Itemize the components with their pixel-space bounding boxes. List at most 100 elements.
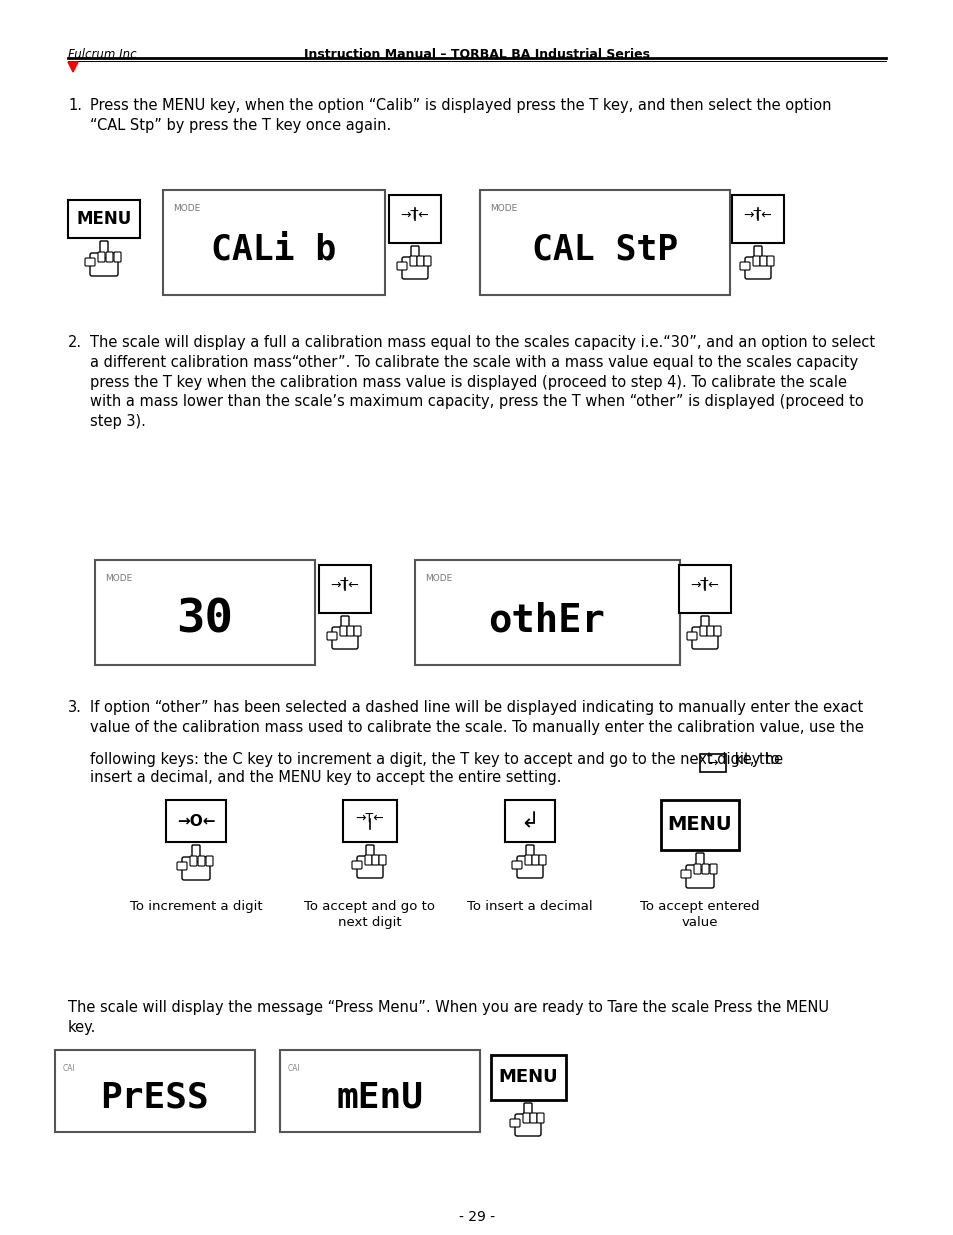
FancyBboxPatch shape bbox=[401, 257, 428, 279]
FancyBboxPatch shape bbox=[766, 256, 773, 266]
Text: →O←: →O← bbox=[176, 814, 215, 829]
FancyBboxPatch shape bbox=[410, 256, 416, 266]
FancyBboxPatch shape bbox=[192, 845, 200, 862]
FancyBboxPatch shape bbox=[98, 252, 105, 262]
Text: →T←: →T← bbox=[400, 209, 429, 222]
FancyBboxPatch shape bbox=[713, 626, 720, 636]
FancyBboxPatch shape bbox=[318, 564, 371, 613]
Text: 2.: 2. bbox=[68, 335, 82, 350]
Text: - 29 -: - 29 - bbox=[458, 1210, 495, 1224]
FancyBboxPatch shape bbox=[163, 190, 385, 295]
FancyBboxPatch shape bbox=[706, 626, 713, 636]
FancyBboxPatch shape bbox=[524, 855, 532, 864]
FancyBboxPatch shape bbox=[100, 241, 108, 258]
Text: →T←: →T← bbox=[742, 209, 772, 222]
Text: →T←: →T← bbox=[331, 579, 359, 592]
Text: To increment a digit: To increment a digit bbox=[130, 900, 262, 913]
Text: MENU: MENU bbox=[667, 815, 732, 835]
Text: To insert a decimal: To insert a decimal bbox=[467, 900, 592, 913]
FancyBboxPatch shape bbox=[182, 857, 210, 881]
FancyBboxPatch shape bbox=[744, 257, 770, 279]
FancyBboxPatch shape bbox=[339, 626, 347, 636]
FancyBboxPatch shape bbox=[517, 856, 542, 878]
FancyBboxPatch shape bbox=[198, 856, 205, 866]
Text: The scale will display the message “Press Menu”. When you are ready to Tare the : The scale will display the message “Pres… bbox=[68, 1000, 828, 1035]
FancyBboxPatch shape bbox=[365, 855, 372, 864]
Text: 1.: 1. bbox=[68, 98, 82, 112]
FancyBboxPatch shape bbox=[510, 1119, 519, 1128]
FancyBboxPatch shape bbox=[332, 627, 357, 650]
Text: If option “other” has been selected a dashed line will be displayed indicating t: If option “other” has been selected a da… bbox=[90, 700, 863, 735]
Polygon shape bbox=[68, 62, 78, 72]
FancyBboxPatch shape bbox=[740, 262, 749, 270]
FancyBboxPatch shape bbox=[356, 856, 382, 878]
Text: MODE: MODE bbox=[172, 204, 200, 212]
FancyBboxPatch shape bbox=[753, 246, 761, 262]
FancyBboxPatch shape bbox=[106, 252, 112, 262]
Text: Instruction Manual – TORBAL BA Industrial Series: Instruction Manual – TORBAL BA Industria… bbox=[304, 48, 649, 61]
FancyBboxPatch shape bbox=[752, 256, 760, 266]
Text: →T←: →T← bbox=[690, 579, 719, 592]
FancyBboxPatch shape bbox=[532, 855, 538, 864]
FancyBboxPatch shape bbox=[700, 755, 725, 772]
FancyBboxPatch shape bbox=[177, 862, 187, 869]
FancyBboxPatch shape bbox=[660, 800, 739, 850]
FancyBboxPatch shape bbox=[525, 845, 534, 861]
FancyBboxPatch shape bbox=[685, 864, 713, 888]
FancyBboxPatch shape bbox=[347, 626, 354, 636]
FancyBboxPatch shape bbox=[680, 869, 690, 878]
FancyBboxPatch shape bbox=[700, 626, 706, 636]
Text: To accept and go to
next digit: To accept and go to next digit bbox=[304, 900, 435, 929]
FancyBboxPatch shape bbox=[512, 861, 521, 869]
FancyBboxPatch shape bbox=[731, 195, 783, 243]
FancyBboxPatch shape bbox=[686, 632, 697, 640]
FancyBboxPatch shape bbox=[700, 616, 708, 632]
Text: insert a decimal, and the MENU key to accept the entire setting.: insert a decimal, and the MENU key to ac… bbox=[90, 769, 561, 785]
Text: key to: key to bbox=[729, 752, 779, 767]
FancyBboxPatch shape bbox=[343, 800, 396, 842]
FancyBboxPatch shape bbox=[709, 864, 717, 874]
FancyBboxPatch shape bbox=[354, 626, 360, 636]
Text: MODE: MODE bbox=[424, 574, 452, 583]
Text: CAL StP: CAL StP bbox=[532, 233, 678, 267]
FancyBboxPatch shape bbox=[280, 1050, 479, 1132]
FancyBboxPatch shape bbox=[415, 559, 679, 664]
FancyBboxPatch shape bbox=[327, 632, 336, 640]
FancyBboxPatch shape bbox=[90, 253, 118, 275]
FancyBboxPatch shape bbox=[366, 845, 374, 861]
FancyBboxPatch shape bbox=[693, 864, 700, 874]
FancyBboxPatch shape bbox=[411, 246, 418, 262]
FancyBboxPatch shape bbox=[522, 1113, 530, 1123]
FancyBboxPatch shape bbox=[85, 258, 95, 266]
FancyBboxPatch shape bbox=[416, 256, 423, 266]
FancyBboxPatch shape bbox=[479, 190, 729, 295]
FancyBboxPatch shape bbox=[523, 1103, 532, 1119]
FancyBboxPatch shape bbox=[515, 1114, 540, 1136]
FancyBboxPatch shape bbox=[679, 564, 730, 613]
FancyBboxPatch shape bbox=[206, 856, 213, 866]
Text: CAI: CAI bbox=[63, 1065, 75, 1073]
Text: CAI: CAI bbox=[288, 1065, 300, 1073]
FancyBboxPatch shape bbox=[696, 853, 703, 869]
FancyBboxPatch shape bbox=[530, 1113, 537, 1123]
Text: MODE: MODE bbox=[105, 574, 132, 583]
Text: To accept entered
value: To accept entered value bbox=[639, 900, 759, 929]
FancyBboxPatch shape bbox=[396, 262, 407, 270]
Text: Fulcrum Inc.: Fulcrum Inc. bbox=[68, 48, 140, 61]
FancyBboxPatch shape bbox=[68, 200, 140, 238]
FancyBboxPatch shape bbox=[190, 856, 196, 866]
FancyBboxPatch shape bbox=[113, 252, 121, 262]
FancyBboxPatch shape bbox=[538, 855, 545, 864]
FancyBboxPatch shape bbox=[166, 800, 226, 842]
FancyBboxPatch shape bbox=[760, 256, 766, 266]
FancyBboxPatch shape bbox=[389, 195, 440, 243]
Text: ↲: ↲ bbox=[520, 811, 538, 831]
Text: othEr: othEr bbox=[488, 601, 605, 638]
Text: PrESS: PrESS bbox=[100, 1079, 209, 1114]
Text: Press the MENU key, when the option “Calib” is displayed press the T key, and th: Press the MENU key, when the option “Cal… bbox=[90, 98, 831, 133]
Text: mEnU: mEnU bbox=[336, 1079, 423, 1114]
FancyBboxPatch shape bbox=[378, 855, 386, 864]
FancyBboxPatch shape bbox=[340, 616, 349, 632]
Text: MENU: MENU bbox=[76, 210, 132, 228]
Text: CALi b: CALi b bbox=[212, 233, 336, 267]
